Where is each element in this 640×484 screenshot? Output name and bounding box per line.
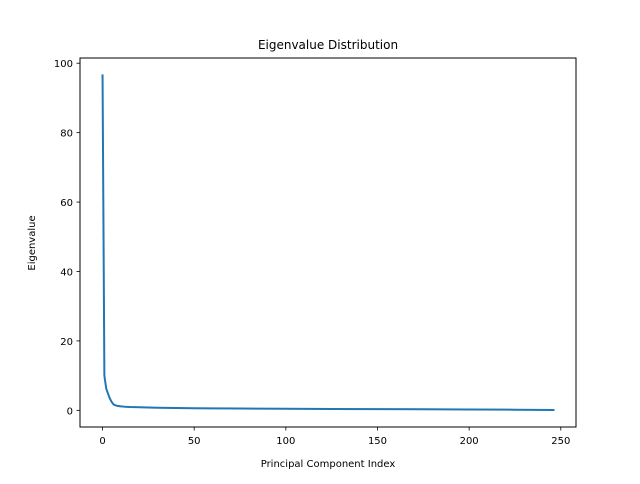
x-tick-label: 0 [99,436,105,447]
y-tick-label: 40 [60,267,73,278]
x-tick-label: 200 [460,436,479,447]
y-tick-label: 20 [60,337,73,348]
x-tick-label: 50 [188,436,201,447]
x-tick-label: 250 [551,436,570,447]
plot-area-frame [79,57,577,428]
x-axis-label: Principal Component Index [261,459,396,470]
y-tick-label: 60 [60,198,73,209]
x-tick-label: 100 [276,436,295,447]
y-tick-label: 80 [60,129,73,140]
x-tick-label: 150 [368,436,387,447]
y-axis-label: Eigenvalue [27,215,38,270]
chart-title: Eigenvalue Distribution [258,38,398,52]
y-tick-label: 0 [67,406,73,417]
series-layer [101,74,555,411]
series-line-0 [101,74,555,411]
tick-layer: 0 50 100 150 200 250 0 20 40 60 80 100 [54,59,570,447]
y-tick-label: 100 [54,59,73,70]
